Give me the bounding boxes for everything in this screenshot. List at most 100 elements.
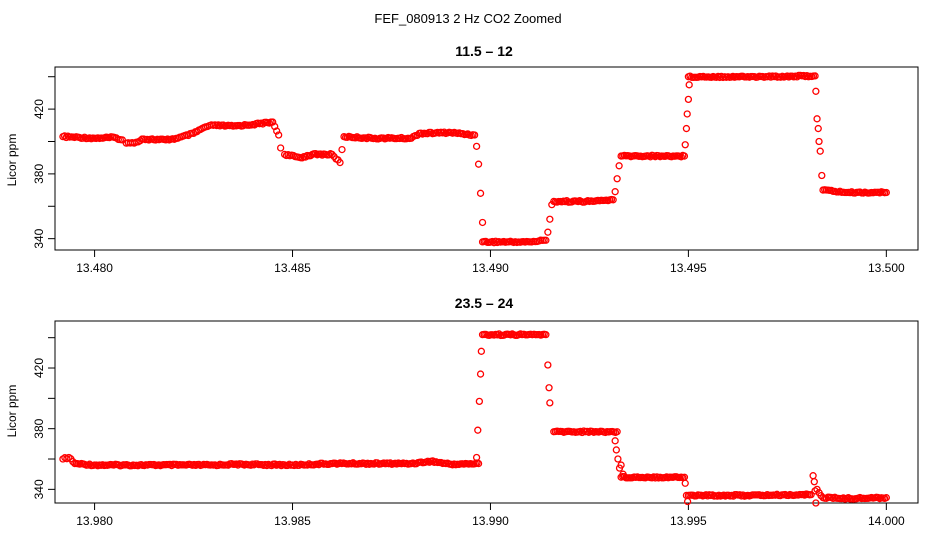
data-point bbox=[247, 461, 255, 469]
figure-title: FEF_080913 2 Hz CO2 Zoomed bbox=[374, 11, 561, 26]
panel-top-ylabel: Licor ppm bbox=[5, 134, 19, 187]
data-point bbox=[677, 153, 685, 161]
data-point bbox=[812, 499, 820, 507]
data-point bbox=[542, 330, 550, 339]
data-point bbox=[271, 460, 279, 468]
panel-bottom: 23.5 – 24 Licor ppm 13.980 13.985 13.990 13… bbox=[5, 295, 919, 528]
data-point bbox=[813, 115, 821, 123]
data-point bbox=[812, 87, 820, 95]
x-tick-label: 13.495 bbox=[670, 261, 707, 275]
data-point bbox=[470, 131, 479, 139]
data-point bbox=[682, 124, 691, 133]
data-point bbox=[290, 461, 298, 470]
data-point bbox=[427, 128, 435, 137]
data-point bbox=[882, 494, 890, 502]
data-point bbox=[685, 81, 693, 89]
data-point bbox=[615, 162, 623, 170]
data-point bbox=[328, 150, 336, 159]
data-point bbox=[544, 228, 552, 236]
x-tick-label: 13.980 bbox=[76, 514, 113, 528]
data-point bbox=[336, 158, 344, 167]
y-tick-label: 380 bbox=[32, 418, 46, 438]
data-point bbox=[273, 127, 281, 135]
data-point bbox=[472, 142, 481, 151]
y-tick-label: 380 bbox=[32, 164, 46, 184]
data-point bbox=[818, 171, 826, 180]
data-point bbox=[62, 133, 70, 142]
data-point bbox=[475, 397, 484, 406]
data-point bbox=[578, 428, 586, 437]
panel-bottom-marks: 13.980 13.985 13.990 13.995 14.000 340 380 420 bbox=[32, 330, 905, 528]
data-point bbox=[609, 196, 617, 204]
data-point bbox=[807, 491, 815, 499]
panel-top-title: 11.5 – 12 bbox=[455, 43, 513, 59]
data-point bbox=[316, 150, 325, 158]
data-point bbox=[844, 494, 853, 502]
data-point bbox=[338, 145, 346, 154]
panel-top-marks: 13.480 13.485 13.490 13.495 13.500 340 380 420 bbox=[32, 71, 905, 275]
data-point bbox=[683, 110, 691, 118]
data-point bbox=[80, 133, 89, 141]
data-point bbox=[546, 215, 554, 223]
data-point bbox=[476, 370, 485, 378]
panel-top: 11.5 – 12 Licor ppm 13.480 13.485 13.490 13… bbox=[5, 43, 919, 275]
panel-top-plot-box bbox=[54, 66, 919, 251]
data-point bbox=[542, 236, 550, 244]
data-point bbox=[646, 153, 655, 161]
data-point bbox=[809, 472, 817, 480]
data-point bbox=[617, 461, 625, 469]
x-tick-label: 13.995 bbox=[670, 514, 707, 528]
data-point bbox=[612, 446, 620, 454]
data-point bbox=[614, 455, 622, 463]
data-point bbox=[474, 426, 482, 434]
data-point bbox=[546, 399, 554, 407]
y-tick-label: 340 bbox=[32, 228, 46, 248]
y-tick-label: 340 bbox=[32, 479, 46, 499]
data-point bbox=[219, 121, 227, 129]
data-point bbox=[811, 72, 819, 80]
y-tick-label: 420 bbox=[32, 99, 46, 119]
y-tick-label: 420 bbox=[32, 358, 46, 378]
data-point bbox=[683, 497, 692, 506]
data-point bbox=[440, 128, 448, 136]
x-tick-label: 13.990 bbox=[472, 514, 509, 528]
data-point bbox=[684, 95, 693, 104]
data-point bbox=[816, 147, 824, 155]
x-tick-label: 14.000 bbox=[868, 514, 905, 528]
data-point bbox=[611, 437, 619, 445]
data-point bbox=[585, 428, 593, 436]
panel-bottom-ylabel: Licor ppm bbox=[5, 385, 19, 438]
data-point bbox=[814, 124, 822, 133]
data-point bbox=[60, 132, 69, 140]
x-tick-label: 13.500 bbox=[868, 261, 905, 275]
data-point bbox=[681, 479, 689, 487]
data-point bbox=[815, 137, 823, 146]
data-point bbox=[276, 144, 285, 152]
data-point bbox=[681, 141, 689, 149]
data-point bbox=[474, 160, 483, 168]
data-point bbox=[476, 189, 485, 197]
panel-bottom-plot-box bbox=[54, 320, 919, 504]
x-tick-label: 13.490 bbox=[472, 261, 509, 275]
data-point bbox=[263, 461, 271, 470]
data-point bbox=[477, 347, 486, 355]
data-point bbox=[311, 150, 320, 158]
data-point bbox=[545, 384, 553, 392]
panel-bottom-title: 23.5 – 24 bbox=[455, 295, 514, 311]
data-point bbox=[269, 118, 277, 126]
x-tick-label: 13.985 bbox=[274, 514, 311, 528]
data-point bbox=[611, 188, 619, 196]
data-point bbox=[620, 472, 629, 481]
data-point bbox=[811, 487, 819, 495]
data-point bbox=[613, 175, 621, 183]
data-point bbox=[882, 188, 890, 197]
data-point bbox=[478, 218, 487, 227]
data-point bbox=[613, 428, 621, 436]
x-tick-label: 13.480 bbox=[76, 261, 113, 275]
data-point bbox=[686, 72, 694, 80]
data-point bbox=[680, 152, 689, 160]
data-point bbox=[810, 478, 818, 486]
data-point bbox=[472, 453, 481, 462]
x-tick-label: 13.485 bbox=[274, 261, 311, 275]
